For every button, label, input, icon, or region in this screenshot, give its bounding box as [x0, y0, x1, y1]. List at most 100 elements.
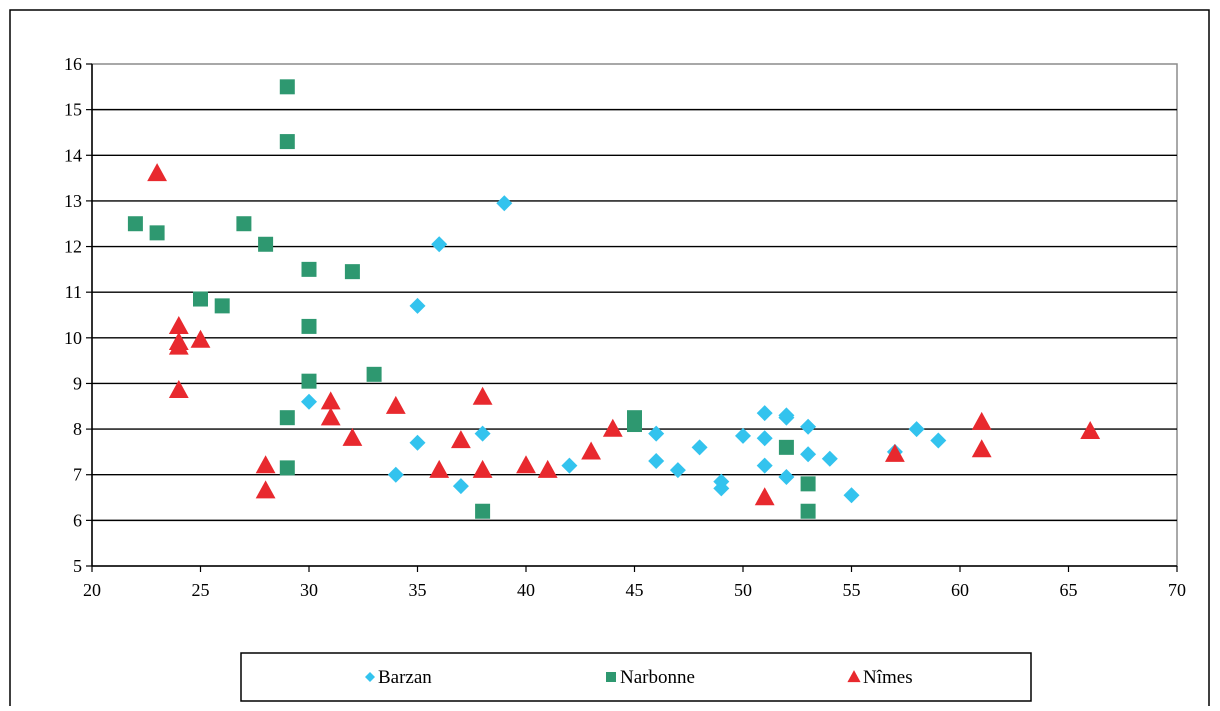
y-tick-label-12: 12 [64, 237, 82, 257]
point-nimes-20 [754, 487, 775, 506]
legend: Barzan Narbonne Nîmes [240, 652, 1032, 702]
point-narbonne-11 [301, 318, 317, 334]
x-tick-label-40: 40 [517, 580, 535, 600]
y-tick-label-9: 9 [73, 373, 82, 393]
x-tick-label-35: 35 [409, 580, 427, 600]
y-tick-label-5: 5 [73, 556, 82, 576]
point-nimes-15 [472, 459, 493, 478]
y-tick-label-10: 10 [64, 328, 82, 348]
y-tick-label-13: 13 [64, 191, 82, 211]
point-narbonne-14 [366, 366, 382, 382]
y-tick-label-7: 7 [73, 465, 82, 485]
point-barzan-16 [756, 405, 773, 422]
y-tick-label-8: 8 [73, 419, 82, 439]
point-narbonne-0 [127, 216, 143, 232]
point-nimes-23 [971, 439, 992, 458]
point-nimes-0 [147, 163, 167, 182]
legend-marker-barzan [365, 672, 375, 682]
point-barzan-15 [735, 427, 751, 444]
x-tick-label-70: 70 [1168, 580, 1186, 600]
point-nimes-18 [581, 441, 601, 460]
x-tick-label-55: 55 [843, 580, 861, 600]
legend-item-narbonne: Narbonne [606, 667, 695, 688]
point-barzan-14 [713, 480, 730, 497]
point-nimes-12 [429, 459, 450, 478]
point-narbonne-4 [236, 216, 252, 232]
point-barzan-6 [474, 425, 491, 442]
point-barzan-12 [691, 439, 708, 456]
point-narbonne-20 [800, 503, 816, 519]
point-nimes-10 [342, 427, 363, 446]
plot-area [91, 63, 1178, 567]
y-tick-label-16: 16 [64, 54, 82, 74]
point-nimes-8 [320, 391, 341, 410]
point-barzan-11 [669, 462, 686, 479]
point-barzan-17 [756, 430, 773, 447]
x-tick-label-20: 20 [83, 580, 101, 600]
point-barzan-0 [301, 393, 317, 410]
legend-marker-nimes [847, 670, 861, 683]
legend-item-barzan: Barzan [365, 667, 432, 688]
point-narbonne-10 [301, 261, 317, 277]
point-nimes-16 [516, 455, 536, 474]
point-barzan-4 [431, 236, 448, 253]
x-tick-label-25: 25 [192, 580, 210, 600]
point-barzan-18 [756, 457, 773, 474]
point-nimes-13 [451, 430, 471, 449]
point-barzan-28 [930, 432, 947, 449]
point-narbonne-18 [778, 439, 794, 455]
x-tick-labels: 20 25 30 35 40 45 50 55 60 65 70 [83, 580, 1186, 600]
point-nimes-1 [168, 316, 189, 335]
point-narbonne-2 [193, 291, 208, 307]
y-tick-labels: 5 6 7 8 9 10 11 12 13 14 15 16 [64, 54, 82, 576]
legend-label-narbonne: Narbonne [620, 667, 695, 688]
point-narbonne-6 [279, 79, 295, 95]
legend-label-nimes: Nîmes [863, 667, 913, 688]
point-nimes-19 [602, 418, 623, 437]
x-tick-label-30: 30 [300, 580, 318, 600]
point-narbonne-17 [627, 417, 642, 433]
point-nimes-6 [255, 455, 276, 474]
point-barzan-20 [778, 409, 795, 426]
point-barzan-22 [800, 418, 817, 435]
point-narbonne-3 [214, 298, 230, 314]
point-nimes-7 [255, 480, 276, 499]
y-tick-label-6: 6 [73, 510, 82, 530]
point-barzan-8 [561, 457, 578, 474]
x-tick-label-45: 45 [626, 580, 644, 600]
point-nimes-5 [190, 329, 211, 348]
point-narbonne-9 [279, 460, 295, 476]
point-narbonne-8 [279, 410, 295, 426]
x-tick-label-65: 65 [1060, 580, 1078, 600]
point-barzan-2 [409, 297, 426, 314]
point-narbonne-5 [258, 236, 274, 252]
point-nimes-24 [1080, 421, 1101, 440]
point-narbonne-12 [301, 373, 317, 389]
axes [86, 63, 1178, 572]
point-barzan-3 [409, 434, 426, 451]
point-narbonne-15 [475, 503, 491, 519]
x-tick-label-60: 60 [951, 580, 969, 600]
x-tick-label-50: 50 [734, 580, 752, 600]
point-nimes-17 [537, 459, 558, 478]
point-narbonne-1 [149, 225, 165, 241]
y-tick-label-11: 11 [65, 282, 82, 302]
point-narbonne-7 [279, 134, 295, 150]
legend-label-barzan: Barzan [378, 667, 432, 688]
y-tick-label-15: 15 [64, 100, 82, 120]
point-barzan-27 [908, 421, 925, 438]
point-nimes-11 [385, 395, 406, 414]
y-tick-label-14: 14 [64, 145, 82, 165]
point-nimes-14 [472, 386, 493, 405]
point-barzan-24 [821, 450, 838, 467]
point-narbonne-19 [800, 476, 816, 492]
point-barzan-25 [843, 487, 860, 504]
point-barzan-23 [800, 446, 817, 463]
point-nimes-9 [320, 407, 341, 426]
point-barzan-5 [452, 478, 469, 495]
point-nimes-21 [885, 443, 905, 462]
legend-item-nimes: Nîmes [847, 667, 913, 688]
point-barzan-21 [778, 469, 795, 486]
